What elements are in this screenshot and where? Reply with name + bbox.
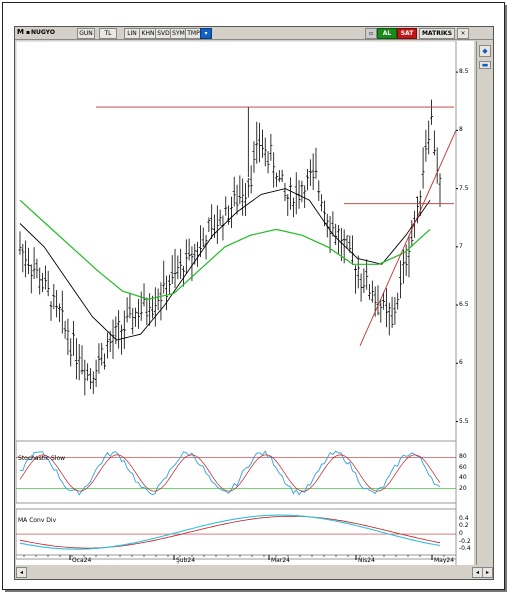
macd-y-tick: 0.2 — [459, 522, 469, 530]
macd-y-tick: -0.2 — [459, 537, 471, 545]
chart-window: M ▪ NUGYO GUN TL LIN KHN SVD SYM TMP ▾ ▫… — [14, 26, 494, 580]
settings-icon[interactable]: ▫ — [365, 28, 377, 39]
price-y-tick: 5.5 — [459, 417, 469, 425]
macd-y-tick: 0 — [459, 530, 463, 538]
scroll-right-icon[interactable]: ▸ — [482, 567, 493, 578]
ma-long-line — [19, 199, 431, 300]
close-icon[interactable]: × — [457, 28, 469, 39]
macd-title: MA Conv Div — [18, 517, 57, 524]
price-y-tick: 8.5 — [459, 68, 469, 76]
price-panel-bg — [16, 41, 457, 442]
price-y-tick: 6.5 — [459, 301, 469, 309]
symbol-icon: ▪ — [25, 29, 31, 36]
stoch-k-line — [19, 450, 441, 496]
chart-svg — [16, 41, 458, 565]
scroll-left-icon[interactable]: ◂ — [16, 567, 27, 578]
stochastic-panel — [16, 440, 457, 504]
x-axis-label: Şub24 — [176, 557, 196, 564]
currency-button[interactable]: TL — [99, 28, 117, 39]
x-axis-label: May24 — [434, 557, 455, 564]
scale-button[interactable]: LIN — [124, 28, 140, 39]
macd-y-tick: -0.4 — [459, 545, 471, 553]
macd-y-tick: 0.4 — [459, 514, 469, 522]
x-axis-label: Nis24 — [358, 557, 375, 564]
macd-line — [19, 514, 441, 550]
price-y-tick: 6 — [459, 359, 463, 367]
period-button[interactable]: GUN — [77, 28, 95, 39]
symbol-label[interactable]: NUGYO — [31, 29, 55, 36]
stoch-y-tick: 80 — [459, 453, 467, 461]
collapse-arrow-icon[interactable]: ◆ — [479, 45, 491, 57]
chart-toolbar: M ▪ NUGYO GUN TL LIN KHN SVD SYM TMP ▾ ▫… — [15, 27, 493, 40]
price-y-tick: 7.5 — [459, 184, 469, 192]
ma-short-line — [19, 188, 431, 341]
macd-signal-line — [19, 515, 441, 549]
stoch-y-tick: 40 — [459, 474, 467, 482]
price-y-tick: 8 — [459, 126, 463, 134]
stoch-y-tick: 20 — [459, 484, 467, 492]
stoch-panel-bg — [16, 440, 457, 504]
sell-button[interactable]: SAT — [397, 28, 417, 39]
stoch-title: Stochastic Slow — [18, 455, 66, 462]
buy-button[interactable]: AL — [377, 28, 397, 39]
macd-panel — [16, 508, 457, 560]
horizontal-scrollbar[interactable]: ◂ ◂ ▸ — [16, 567, 493, 578]
panel-toggle-icon[interactable]: ▬ — [479, 61, 491, 69]
matriks-button[interactable]: MATRIKS — [419, 28, 455, 39]
x-axis — [16, 554, 456, 560]
chart-area[interactable]: 8.5 8 7.5 7 6.5 6 5.5 Stochastic Slow MA Conv … — [16, 41, 474, 565]
price-y-tick: 7 — [459, 242, 463, 250]
x-axis-label: Oca24 — [72, 557, 92, 564]
price-panel — [16, 41, 458, 565]
trend-line — [359, 130, 457, 347]
dropdown-icon[interactable]: ▾ — [200, 28, 212, 39]
right-toolbar: ◆ ▬ — [476, 41, 492, 565]
menu-m-button[interactable]: M — [17, 28, 24, 36]
stoch-y-tick: 60 — [459, 463, 467, 471]
x-axis-label: Mar24 — [271, 557, 290, 564]
stoch-d-line — [19, 454, 441, 492]
